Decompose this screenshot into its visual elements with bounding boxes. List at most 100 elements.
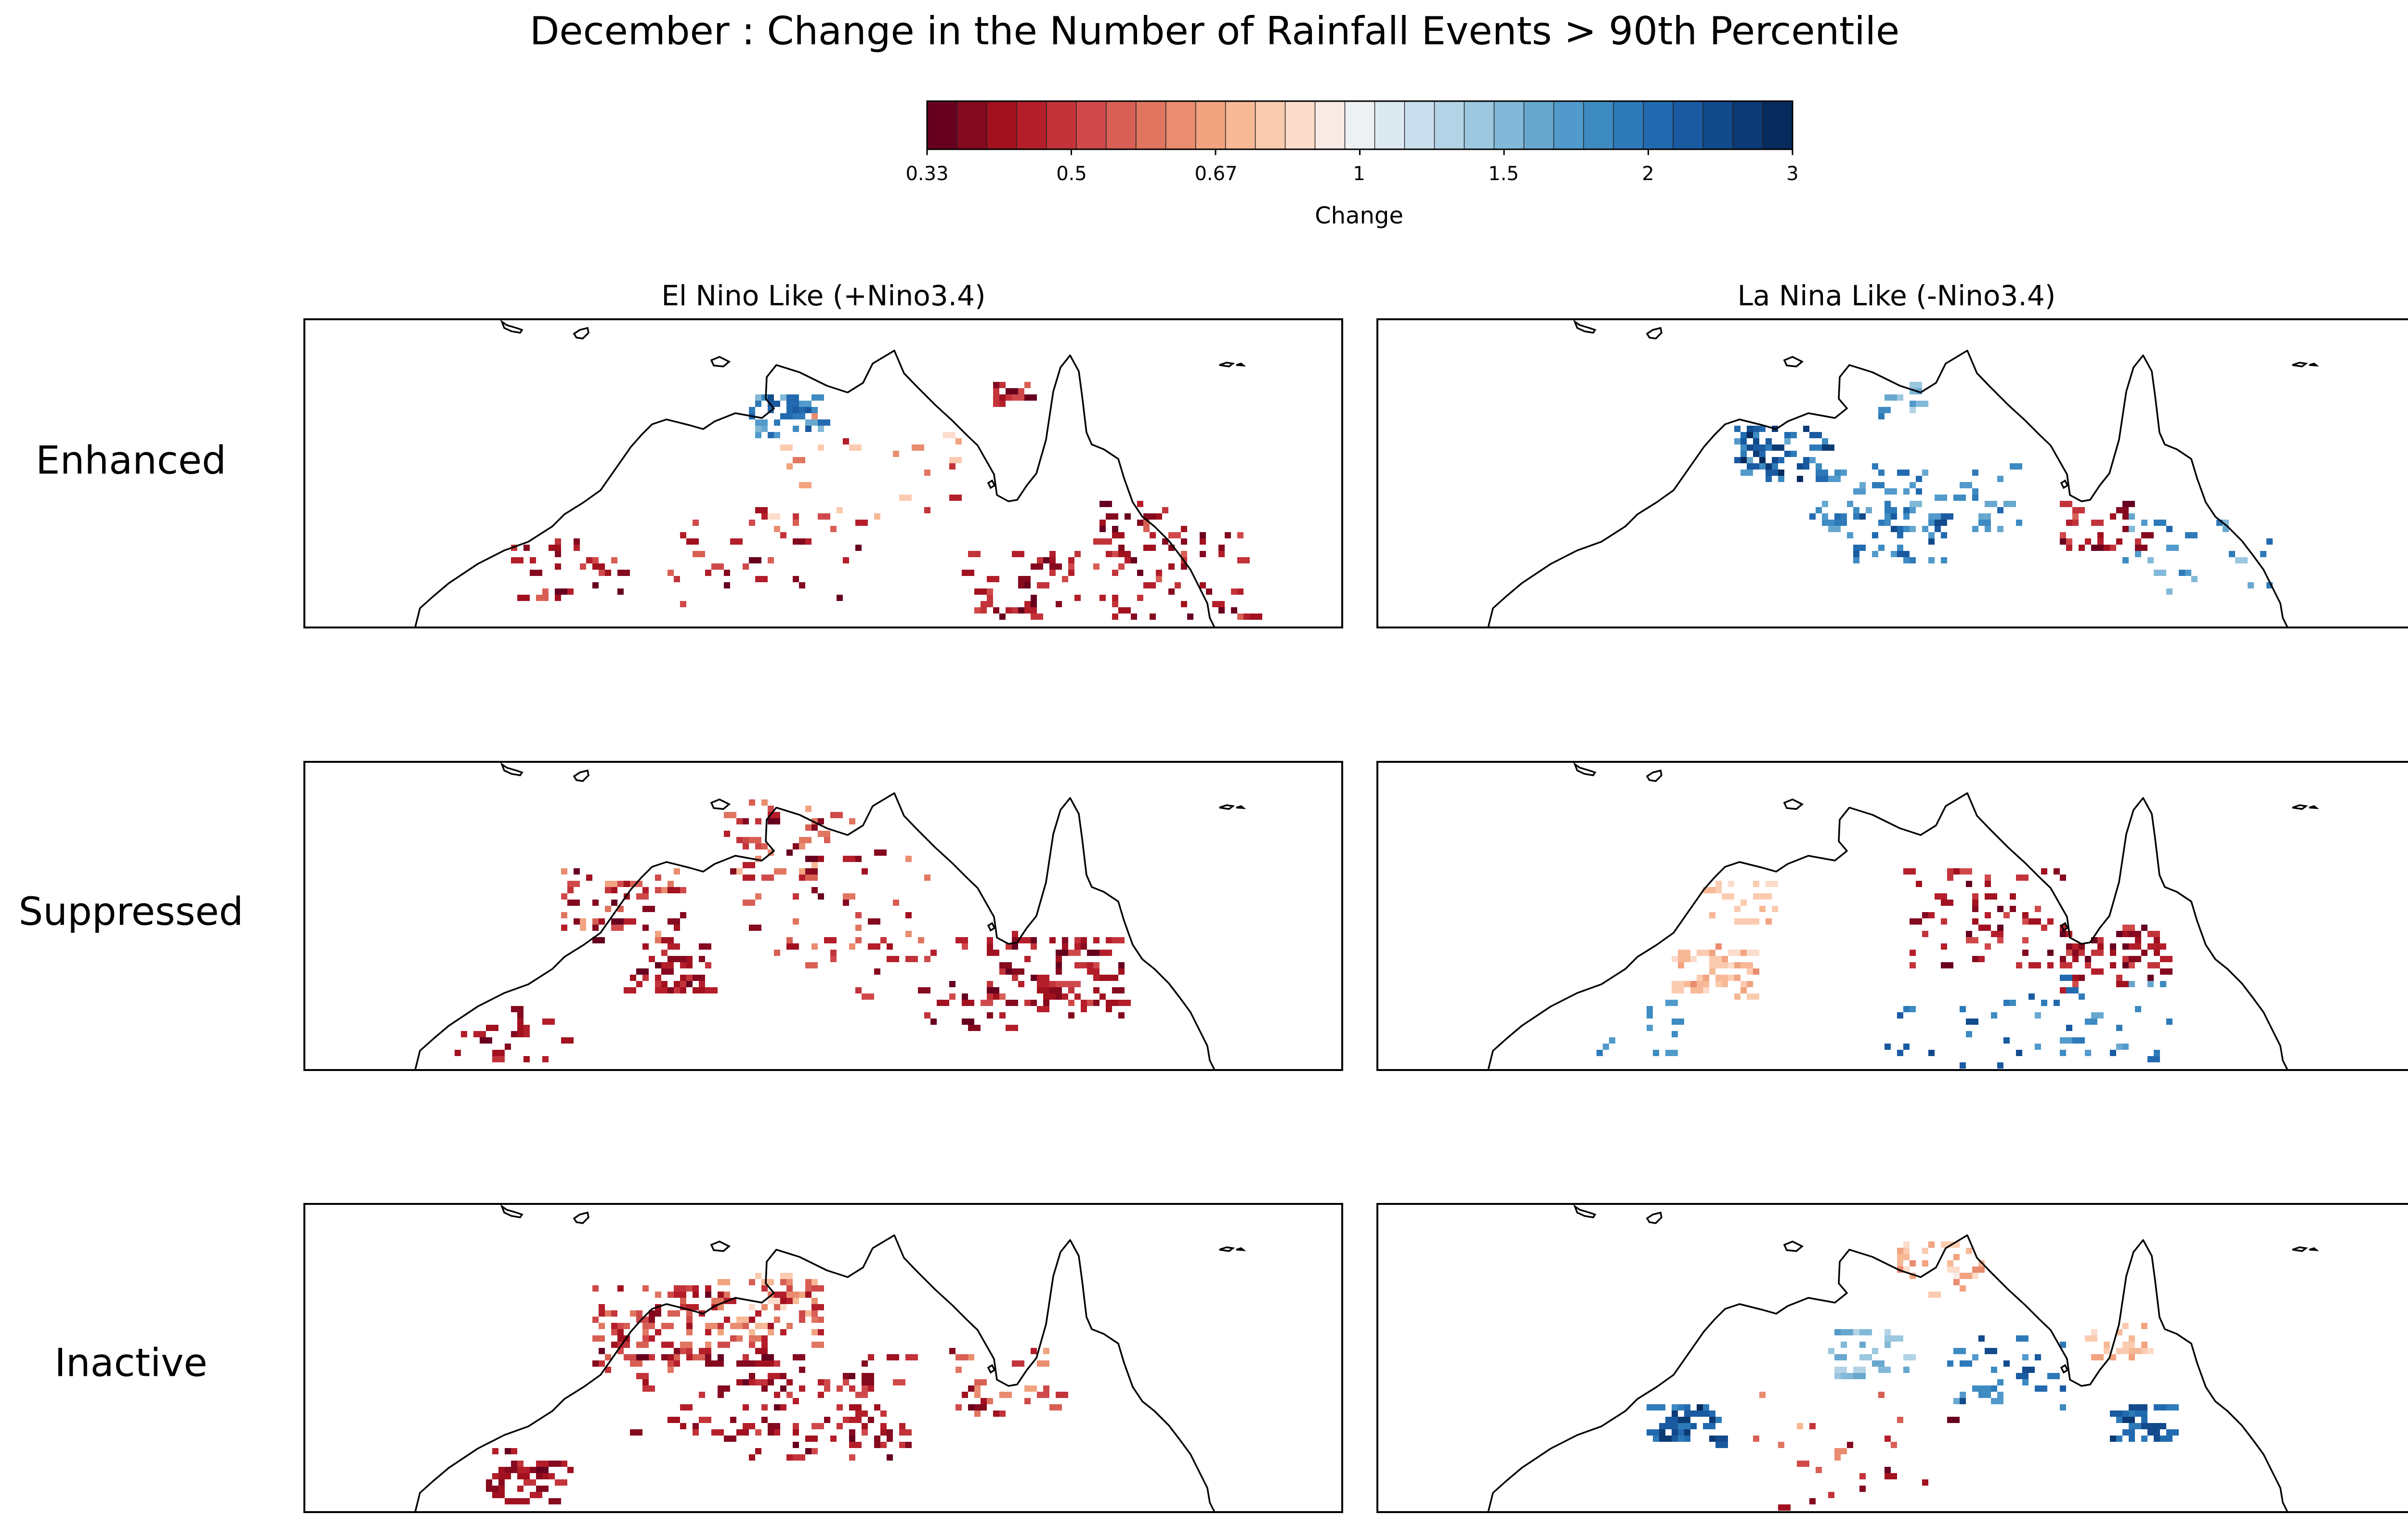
colorbar-tick-0: 0.33 (905, 163, 949, 185)
data-cell (887, 943, 893, 950)
data-cell (1910, 401, 1916, 407)
data-cell (1672, 1410, 1678, 1417)
data-cell (2229, 551, 2235, 557)
data-cell (987, 937, 993, 943)
data-cell (2085, 956, 2091, 962)
data-cell (2010, 463, 2022, 470)
data-cell (2141, 1404, 2147, 1410)
data-cell (1074, 993, 1081, 1000)
data-cell (2129, 501, 2135, 507)
data-cell (793, 576, 799, 582)
data-cell (2179, 570, 2185, 576)
data-cell (1778, 1442, 1784, 1448)
data-cell (1985, 1348, 1997, 1354)
data-cell (2122, 943, 2129, 950)
colorbar-tick-5: 2 (1642, 163, 1654, 185)
data-cell (1747, 968, 1753, 975)
data-cell (1922, 1479, 1928, 1486)
data-cell (2129, 981, 2135, 987)
data-cell (799, 843, 805, 849)
data-cell (818, 1392, 824, 1398)
data-cell (811, 1304, 824, 1310)
data-cell (2035, 1012, 2041, 1019)
data-cell (2047, 1373, 2060, 1379)
data-cell (1715, 1417, 1722, 1423)
data-cell (2129, 526, 2135, 532)
data-cell (1603, 1044, 1609, 1050)
data-cell (1031, 937, 1037, 943)
data-cell (1093, 1000, 1099, 1006)
data-cell (849, 1442, 862, 1448)
data-cell (768, 513, 780, 520)
data-cell (2135, 1006, 2141, 1012)
data-cell (2223, 526, 2229, 532)
data-cell (949, 463, 955, 470)
data-cell (2110, 943, 2116, 950)
data-cell (1722, 956, 1728, 962)
data-cell (1037, 975, 1049, 981)
data-cell (1131, 614, 1137, 620)
island-outline (1219, 1246, 1235, 1252)
data-cell (661, 1354, 667, 1360)
data-cell (1928, 912, 1935, 918)
data-cell (1200, 551, 1206, 557)
data-cell (724, 1317, 730, 1323)
data-cell (1690, 956, 1697, 962)
data-cell (705, 1354, 711, 1360)
data-cell (1960, 1392, 1966, 1398)
data-cell (830, 956, 837, 962)
data-cell (455, 1050, 461, 1056)
data-cell (1112, 570, 1118, 576)
data-cell (530, 570, 542, 576)
data-cell (962, 1019, 974, 1025)
data-cell (1068, 570, 1074, 576)
data-cell (749, 799, 755, 806)
data-cell (793, 1398, 799, 1404)
island-outline (1219, 362, 1235, 367)
data-cell (1991, 931, 2003, 937)
data-cell (1678, 1429, 1684, 1436)
data-cell (661, 950, 667, 956)
data-cell (805, 407, 811, 413)
data-cell (2091, 1329, 2097, 1335)
data-cell (705, 1323, 718, 1329)
data-cell (1647, 1404, 1653, 1410)
data-cell (793, 520, 799, 526)
data-cell (1816, 507, 1822, 513)
data-cell (749, 557, 761, 563)
data-cell (674, 925, 680, 931)
data-cell (1156, 570, 1162, 576)
data-cell (561, 912, 567, 918)
data-cell (1941, 900, 1953, 906)
data-cell (1690, 987, 1697, 993)
data-cell (786, 1392, 793, 1398)
data-cell (1885, 520, 1891, 526)
data-cell (1006, 968, 1012, 975)
data-cell (805, 868, 818, 875)
data-cell (2041, 925, 2047, 931)
data-cell (724, 582, 730, 588)
data-cell (2016, 962, 2022, 968)
data-cell (2016, 520, 2022, 526)
data-cell (868, 943, 880, 950)
data-cell (2129, 1423, 2135, 1429)
data-cell (924, 1012, 930, 1019)
data-cell (1734, 457, 1741, 463)
data-cell (2122, 1342, 2135, 1348)
island-outline (2309, 1247, 2319, 1252)
data-cell (1709, 1410, 1715, 1417)
data-cell (1012, 931, 1018, 937)
data-cell (2154, 1436, 2160, 1442)
data-cell (2116, 981, 2129, 987)
data-cell (868, 1354, 874, 1360)
data-cell (1753, 432, 1759, 438)
data-cell (1878, 545, 1885, 551)
data-cell (1747, 463, 1759, 470)
data-cell (1866, 507, 1872, 513)
island-outline (2060, 1364, 2069, 1374)
data-cell (818, 426, 824, 432)
data-cell (2091, 1354, 2104, 1360)
data-cell (862, 1360, 868, 1367)
data-cell (1143, 545, 1156, 551)
data-cell (974, 1404, 987, 1410)
